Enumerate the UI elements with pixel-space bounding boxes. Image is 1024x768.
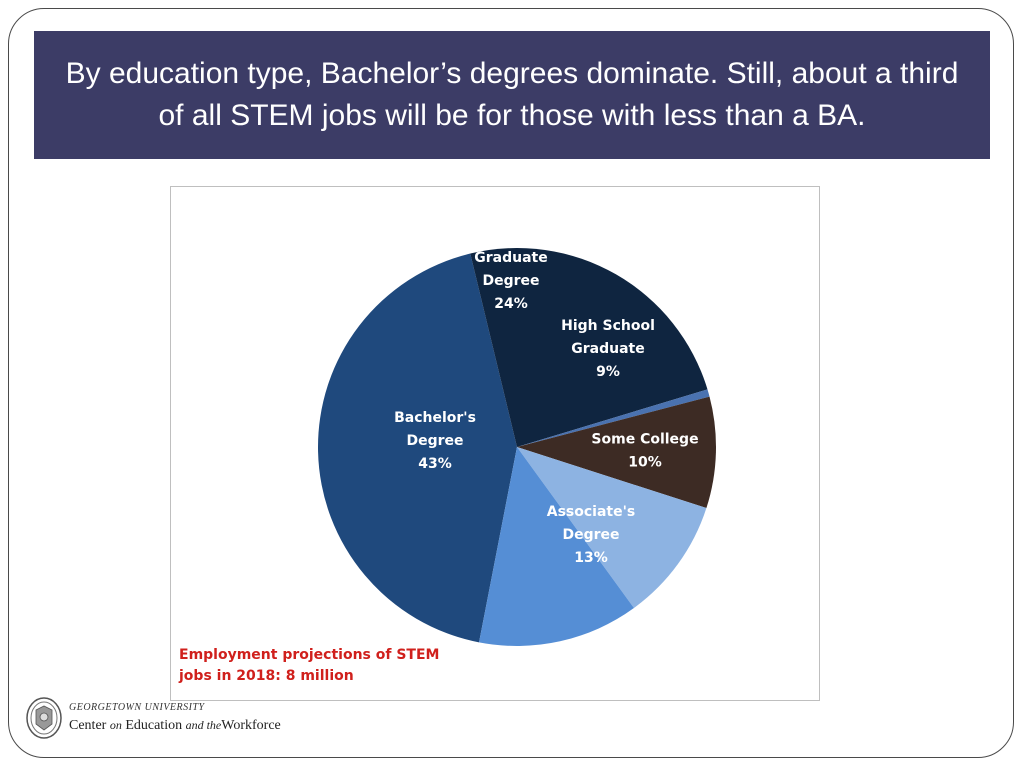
center-name-part: on: [109, 718, 122, 732]
pie-chart: Bachelor's Degree 43% Graduate Degree 24%High…: [318, 248, 716, 646]
footer-logo: GEORGETOWN UNIVERSITY Center on Educatio…: [22, 696, 322, 746]
slice-label: Graduate Degree 24%: [474, 250, 547, 312]
pie-slice-graduate-degree: [470, 248, 708, 447]
center-name: Center on Education and theWorkforce: [69, 718, 281, 734]
university-seal-icon: [26, 697, 62, 739]
pie-slice-minor: [517, 389, 710, 447]
university-name: GEORGETOWN UNIVERSITY: [69, 702, 205, 713]
center-name-part: Workforce: [221, 718, 281, 733]
center-name-part: Center: [69, 718, 107, 733]
chart-note: Employment projections of STEM jobs in 2…: [179, 647, 440, 684]
center-name-part: Education: [125, 718, 183, 733]
pie-slice-associate-s-degree: [479, 447, 634, 646]
slice-label: Some College 10%: [591, 432, 698, 471]
slice-label: Bachelor's Degree 43%: [394, 410, 476, 472]
center-name-part: and the: [185, 718, 222, 732]
pie-slice-bachelor-s-degree: [318, 253, 517, 643]
pie-slice-some-college: [517, 447, 707, 609]
pie-slice-high-school-graduate: [517, 396, 716, 509]
title-bar: By education type, Bachelor’s degrees do…: [34, 31, 990, 159]
chart-frame: Bachelor's Degree 43% Graduate Degree 24% High…: [170, 186, 820, 701]
slice-label: High School Graduate 9%: [561, 318, 655, 380]
slice-label: Associate's Degree 13%: [547, 504, 635, 566]
slide-title: By education type, Bachelor’s degrees do…: [65, 57, 959, 132]
